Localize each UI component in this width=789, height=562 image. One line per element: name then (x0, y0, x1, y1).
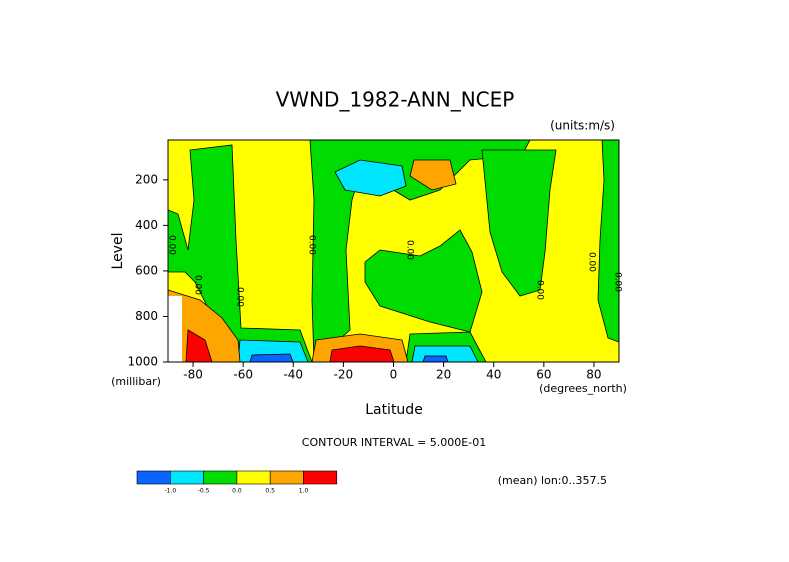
x-tick-label: 60 (536, 368, 551, 382)
x-unit: (degrees_north) (539, 382, 627, 395)
colorbar-box (236, 470, 271, 485)
contour-region (422, 355, 449, 363)
footnote: (mean) lon:0..357.5 (498, 474, 607, 487)
contour-field (167, 139, 620, 363)
colorbar-box (203, 470, 238, 485)
contour-label: 0.00 (167, 235, 177, 255)
colorbar-label: -0.5 (198, 488, 210, 495)
contour-region (334, 159, 407, 197)
x-tick-label: 40 (486, 368, 501, 382)
colorbar-label: 0.5 (265, 488, 275, 495)
colorbar-box (269, 470, 304, 485)
contour-label: 0.00 (587, 252, 597, 272)
contour-region (249, 353, 294, 363)
x-tick-label: 80 (586, 368, 601, 382)
x-tick-label: -40 (283, 368, 303, 382)
contour-label: 0.00 (235, 287, 245, 307)
y-tick-label: 400 (135, 218, 158, 232)
contour-label: 0.00 (405, 240, 415, 260)
y-tick-label: 1000 (127, 355, 158, 369)
contour-label: 0.00 (613, 272, 623, 292)
contour-label: 0.00 (193, 275, 203, 295)
colorbar-box (170, 470, 204, 485)
missing-region (168, 296, 182, 362)
y-label: Level (110, 233, 126, 270)
contour-label: 0.00 (307, 235, 317, 255)
colorbar-label: -1.0 (164, 488, 176, 495)
y-tick-label: 600 (135, 263, 158, 277)
y-tick-label: 200 (135, 172, 158, 186)
x-label: Latitude (365, 402, 423, 418)
colorbar-label: 0.0 (232, 488, 242, 495)
units: (units:m/s) (550, 119, 615, 133)
contour-region (329, 345, 395, 363)
x-tick-label: -20 (334, 368, 354, 382)
contour-region (481, 149, 557, 297)
colorbar-box (136, 470, 171, 485)
x-tick-label: 0 (390, 368, 398, 382)
x-tick-label: -60 (233, 368, 253, 382)
y-unit: (millibar) (111, 375, 161, 388)
y-tick-label: 800 (135, 309, 158, 323)
contour-region (364, 229, 483, 333)
x-tick-label: -80 (183, 368, 203, 382)
contour-label: 0.00 (535, 280, 545, 300)
chart-title: VWND_1982-ANN_NCEP (276, 88, 515, 112)
colorbar-label: 1.0 (299, 488, 309, 495)
colorbar-box (303, 470, 338, 485)
x-tick-label: 20 (436, 368, 451, 382)
contour-region (409, 159, 457, 191)
contour-interval: CONTOUR INTERVAL = 5.000E-01 (302, 436, 486, 449)
